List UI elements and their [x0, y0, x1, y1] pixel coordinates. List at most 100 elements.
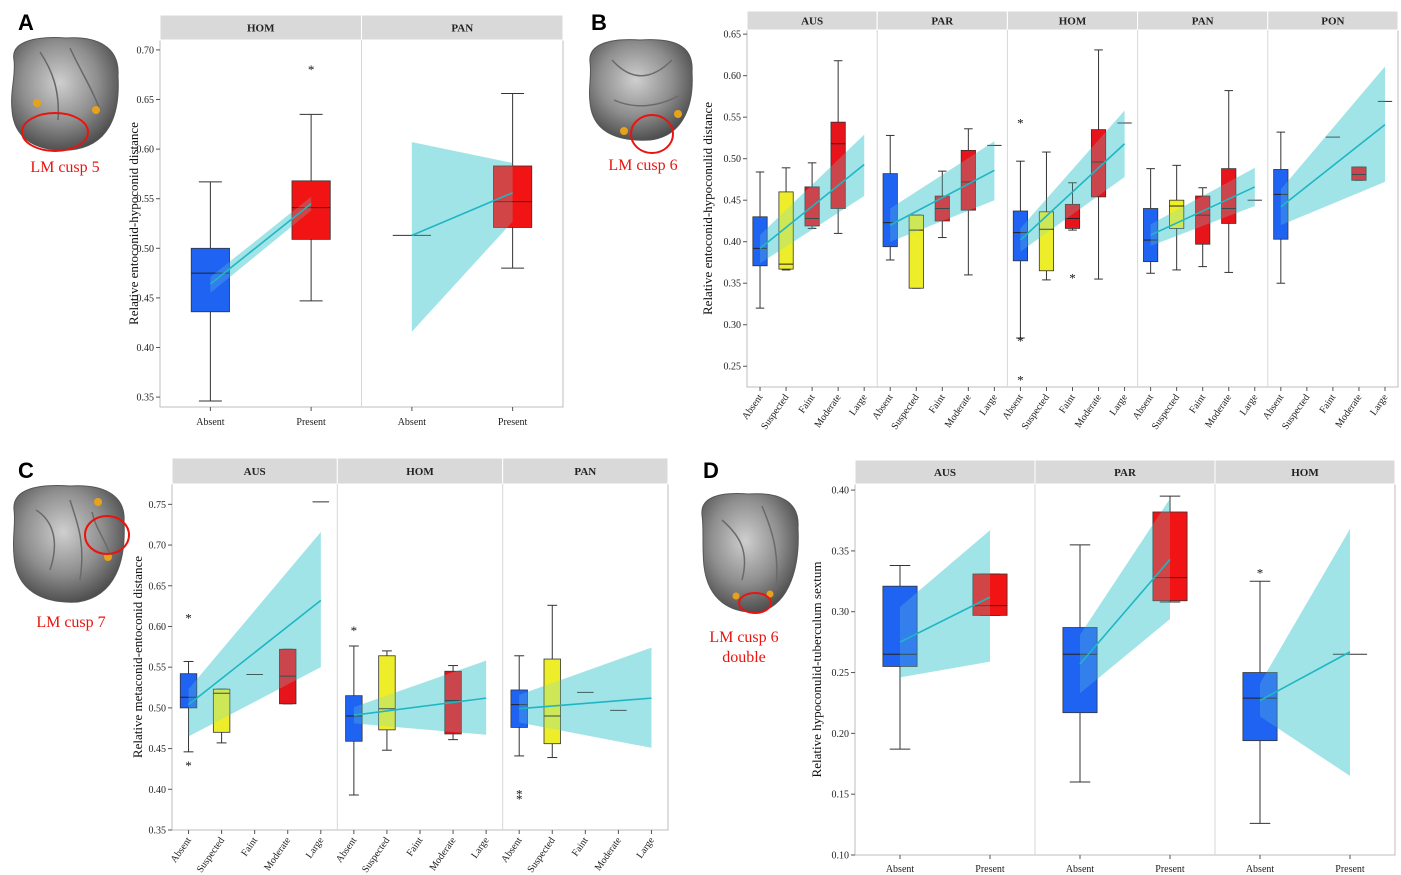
box-moderate	[1090, 49, 1107, 280]
facet-strip	[1267, 10, 1399, 31]
y-tick-label: 0.25	[832, 668, 850, 679]
outlier-marker: *	[308, 62, 315, 77]
x-tick-label: Large	[1238, 392, 1261, 418]
confidence-band-overlay	[353, 660, 487, 735]
x-tick-label: Suspected	[195, 835, 227, 875]
box-body	[1242, 672, 1278, 742]
facet-strip-label: PON	[1321, 16, 1344, 28]
chart-panel-d: 0.10 0.15 0.20 0.25 0.30 0.35 0.40 Relative hyp…	[809, 459, 1396, 875]
x-tick-label: Faint	[239, 835, 260, 858]
confidence-band-overlay	[900, 530, 990, 678]
confidence-band	[188, 532, 321, 737]
x-tick-label: Large	[1368, 392, 1391, 418]
outlier-marker: *	[1017, 115, 1024, 130]
chart-panel-b: 0.25 0.30 0.35 0.40 0.45 0.50 0.55 0.60 0.65 Rela…	[700, 10, 1399, 432]
x-tick-label: Suspected	[525, 835, 557, 875]
chart-panel-c: 0.35 0.40 0.45 0.50 0.55 0.60 0.65 0.70 0.75 Rela…	[130, 457, 669, 875]
x-tick-label: Faint	[797, 392, 818, 415]
box-present	[972, 573, 1008, 616]
y-tick-label: 0.35	[149, 826, 167, 837]
x-tick-label: Absent	[1001, 392, 1026, 422]
x-tick-label: Present	[498, 417, 528, 428]
x-tick-label: Large	[847, 392, 870, 418]
y-tick-label: 0.55	[137, 194, 155, 205]
facet-strip-label: AUS	[934, 467, 956, 479]
box-body	[1038, 211, 1055, 272]
y-tick-label: 0.20	[832, 729, 850, 740]
outlier-marker: *	[516, 791, 523, 806]
facet-strip-label: PAR	[931, 16, 954, 28]
box-absent	[1273, 131, 1289, 284]
facet-strip	[361, 14, 564, 41]
y-tick-label: 0.40	[149, 785, 167, 796]
y-tick-label: 0.35	[832, 546, 850, 557]
facet-strip-label: HOM	[406, 466, 434, 478]
y-axis-label: Relative metaconid-entoconid distance	[130, 556, 145, 758]
trend-line	[1150, 186, 1256, 236]
x-tick-label: Absent	[169, 835, 194, 865]
box-body	[179, 673, 198, 709]
box-body	[1062, 627, 1098, 714]
outlier-marker: *	[185, 611, 192, 626]
x-tick-label: Large	[635, 835, 658, 861]
y-tick-label: 0.15	[832, 790, 850, 801]
x-tick-label: Faint	[1057, 392, 1078, 415]
facet-hom: HOM Absent Present *	[1214, 459, 1396, 875]
confidence-band	[1260, 529, 1350, 776]
trend-line	[411, 192, 513, 237]
confidence-band-overlay	[760, 134, 865, 264]
tooth-image-d	[701, 493, 799, 614]
facet-strip-label: PAN	[451, 23, 473, 35]
outlier-marker: *	[1257, 566, 1264, 581]
cusp-highlight-ring	[738, 592, 772, 614]
y-tick-label: 0.25	[724, 362, 742, 373]
facet-strip-label: HOM	[247, 23, 275, 35]
box-body	[493, 165, 533, 228]
box-moderate	[1221, 90, 1237, 273]
cusp-highlight-ring	[84, 515, 130, 555]
x-tick-label: Absent	[196, 417, 225, 428]
y-tick-label: 0.70	[149, 541, 167, 552]
confidence-band-overlay	[519, 647, 652, 748]
cusp-label-a: LM cusp 5	[30, 159, 99, 176]
box-suspected	[543, 604, 561, 759]
x-tick-label: Faint	[927, 392, 948, 415]
box-present: *	[291, 62, 331, 302]
landmark-dot	[104, 553, 112, 561]
facet-strip-label: AUS	[801, 16, 823, 28]
box-body	[1064, 203, 1081, 229]
x-tick-label: Absent	[886, 864, 915, 875]
tooth-image-c	[12, 485, 130, 603]
facet-strip	[854, 459, 1036, 485]
confidence-band	[1080, 498, 1170, 694]
x-tick-label: Moderate	[593, 835, 624, 873]
y-tick-label: 0.50	[137, 244, 155, 255]
confidence-band	[411, 142, 513, 332]
box-body	[1195, 195, 1211, 245]
x-tick-label: Absent	[870, 392, 895, 422]
box-body	[345, 695, 363, 742]
landmark-dot	[620, 127, 628, 135]
panel-label-c: C	[18, 458, 34, 483]
facet-pan: PAN Absent Suspected Faint Moderate Large **	[499, 457, 669, 875]
y-axis-label: Relative entoconid-hypoconulid distance	[700, 102, 715, 315]
cusp-label-c: LM cusp 7	[36, 614, 105, 631]
tooth-image-a	[11, 37, 119, 152]
box-absent	[190, 181, 230, 402]
trend-line	[899, 596, 991, 643]
landmark-dot	[94, 498, 102, 506]
panel-label-d: D	[703, 458, 719, 483]
outlier-marker: *	[351, 623, 358, 638]
facet-strip	[502, 457, 669, 485]
y-tick-label: 0.75	[149, 500, 167, 511]
box-absent	[882, 134, 898, 261]
facet-strip-label: HOM	[1291, 467, 1319, 479]
outlier-marker: *	[1069, 271, 1076, 286]
x-tick-label: Large	[1108, 392, 1131, 418]
tooth-image-b	[588, 39, 693, 154]
cusp-highlight-ring	[21, 112, 89, 152]
facet-pan: PAN Absent Present	[361, 14, 564, 428]
box-faint: *	[1064, 182, 1081, 286]
